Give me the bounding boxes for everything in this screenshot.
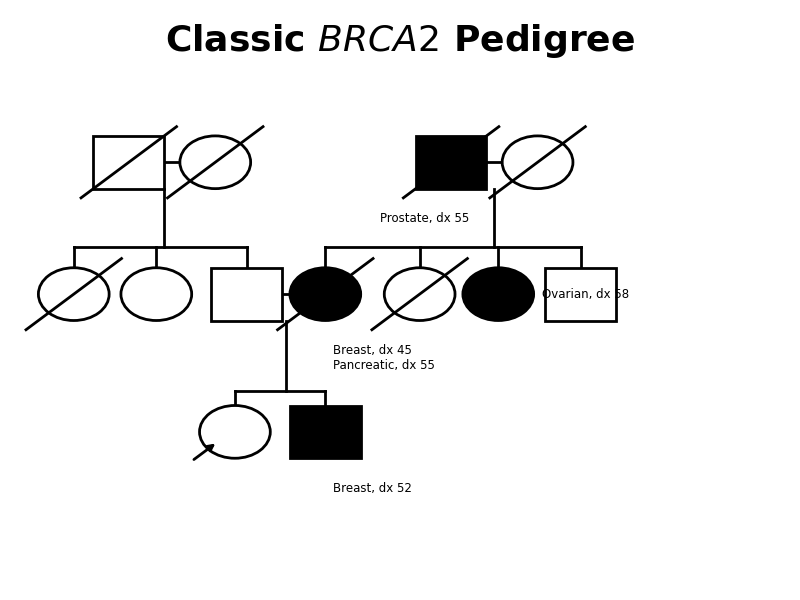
Ellipse shape [121, 268, 192, 320]
Ellipse shape [199, 406, 270, 458]
Text: Classic $\mathbf{\mathit{BRCA2}}$ Pedigree: Classic $\mathbf{\mathit{BRCA2}}$ Pedigr… [165, 22, 635, 59]
Ellipse shape [38, 268, 109, 320]
Bar [94, 136, 164, 188]
Bar [416, 136, 486, 188]
Text: Prostate, dx 55: Prostate, dx 55 [380, 212, 470, 225]
Text: Ovarian, dx 58: Ovarian, dx 58 [542, 287, 629, 301]
Ellipse shape [502, 136, 573, 188]
Bar [546, 268, 616, 320]
Ellipse shape [463, 268, 534, 320]
Text: Breast, dx 52: Breast, dx 52 [333, 482, 412, 494]
Bar [290, 406, 361, 458]
Ellipse shape [290, 268, 361, 320]
Ellipse shape [180, 136, 250, 188]
Bar [211, 268, 282, 320]
Ellipse shape [384, 268, 455, 320]
Text: Breast, dx 45
Pancreatic, dx 55: Breast, dx 45 Pancreatic, dx 55 [333, 344, 435, 372]
